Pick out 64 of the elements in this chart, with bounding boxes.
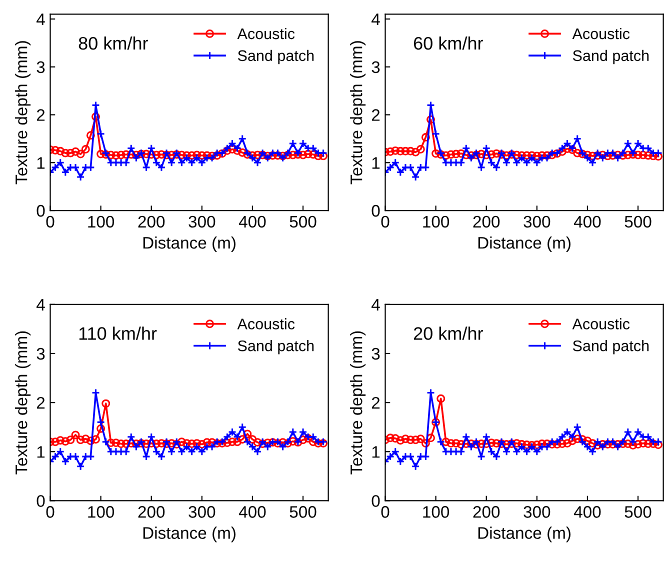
x-axis-title: Distance (m) bbox=[478, 526, 570, 542]
x-tick-label: 500 bbox=[624, 216, 652, 228]
x-tick-label: 100 bbox=[88, 506, 114, 518]
y-tick-label: 3 bbox=[372, 348, 380, 360]
y-tick-label: 0 bbox=[372, 204, 380, 217]
legend-label: Sand patch bbox=[572, 340, 649, 354]
x-tick-label: 500 bbox=[290, 216, 316, 228]
y-tick-label: 4 bbox=[372, 298, 380, 310]
x-tick-label: 200 bbox=[138, 216, 165, 228]
y-tick-label: 4 bbox=[372, 14, 380, 26]
x-tick-label: 200 bbox=[138, 506, 165, 518]
x-tick-label: 100 bbox=[88, 216, 114, 228]
y-tick-label: 2 bbox=[36, 109, 45, 121]
x-tick-label: 300 bbox=[188, 216, 216, 228]
y-tick-label: 4 bbox=[36, 298, 45, 310]
y-axis-title: Texture depth (mm) bbox=[350, 331, 366, 474]
legend-label: Sand patch bbox=[572, 50, 649, 64]
x-tick-label: 0 bbox=[46, 216, 54, 228]
y-tick-label: 3 bbox=[36, 348, 45, 360]
legend-label: Acoustic bbox=[237, 318, 295, 330]
x-tick-label: 200 bbox=[473, 506, 500, 518]
legend-label: Acoustic bbox=[572, 318, 630, 330]
legend-label: Acoustic bbox=[572, 28, 630, 40]
annotation: 60 km/hr bbox=[414, 36, 483, 50]
annotation: 110 km/hr bbox=[79, 326, 157, 340]
x-tick-label: 300 bbox=[524, 506, 550, 518]
x-tick-label: 300 bbox=[188, 506, 216, 518]
x-tick-label: 200 bbox=[473, 216, 500, 228]
x-axis-title: Distance (m) bbox=[143, 526, 236, 542]
y-tick-label: 1 bbox=[372, 157, 380, 169]
x-tick-label: 100 bbox=[423, 506, 450, 518]
legend-label: Sand patch bbox=[238, 50, 314, 64]
y-tick-label: 4 bbox=[36, 14, 45, 26]
y-tick-label: 0 bbox=[36, 204, 45, 217]
x-tick-label: 0 bbox=[46, 506, 54, 518]
x-tick-label: 400 bbox=[238, 216, 266, 228]
y-tick-label: 2 bbox=[36, 396, 45, 409]
y-tick-label: 1 bbox=[372, 446, 380, 458]
x-tick-label: 0 bbox=[381, 506, 390, 518]
y-tick-label: 2 bbox=[372, 109, 380, 121]
x-tick-label: 100 bbox=[423, 216, 450, 228]
y-tick-label: 0 bbox=[372, 495, 380, 507]
legend-label: Acoustic bbox=[237, 28, 295, 40]
y-tick-label: 0 bbox=[36, 495, 45, 507]
y-axis-title: Texture depth (mm) bbox=[15, 331, 31, 474]
y-tick-label: 2 bbox=[372, 396, 380, 409]
y-axis-title: Texture depth (mm) bbox=[350, 41, 366, 184]
x-axis-title: Distance (m) bbox=[143, 236, 236, 252]
y-tick-label: 1 bbox=[37, 157, 45, 169]
x-tick-label: 0 bbox=[381, 216, 390, 228]
x-axis-title: Distance (m) bbox=[478, 236, 570, 252]
x-tick-label: 500 bbox=[624, 506, 652, 518]
annotation: 80 km/hr bbox=[78, 36, 148, 50]
x-tick-label: 400 bbox=[574, 506, 601, 518]
x-tick-label: 500 bbox=[290, 506, 316, 518]
y-tick-label: 1 bbox=[37, 446, 45, 458]
annotation: 20 km/hr bbox=[414, 326, 483, 340]
y-axis-title: Texture depth (mm) bbox=[15, 41, 31, 184]
legend-label: Sand patch bbox=[238, 340, 314, 354]
y-tick-label: 3 bbox=[372, 61, 380, 74]
x-tick-label: 300 bbox=[524, 216, 550, 228]
y-tick-label: 3 bbox=[36, 61, 45, 74]
x-tick-label: 400 bbox=[238, 506, 266, 518]
x-tick-label: 400 bbox=[574, 216, 601, 228]
